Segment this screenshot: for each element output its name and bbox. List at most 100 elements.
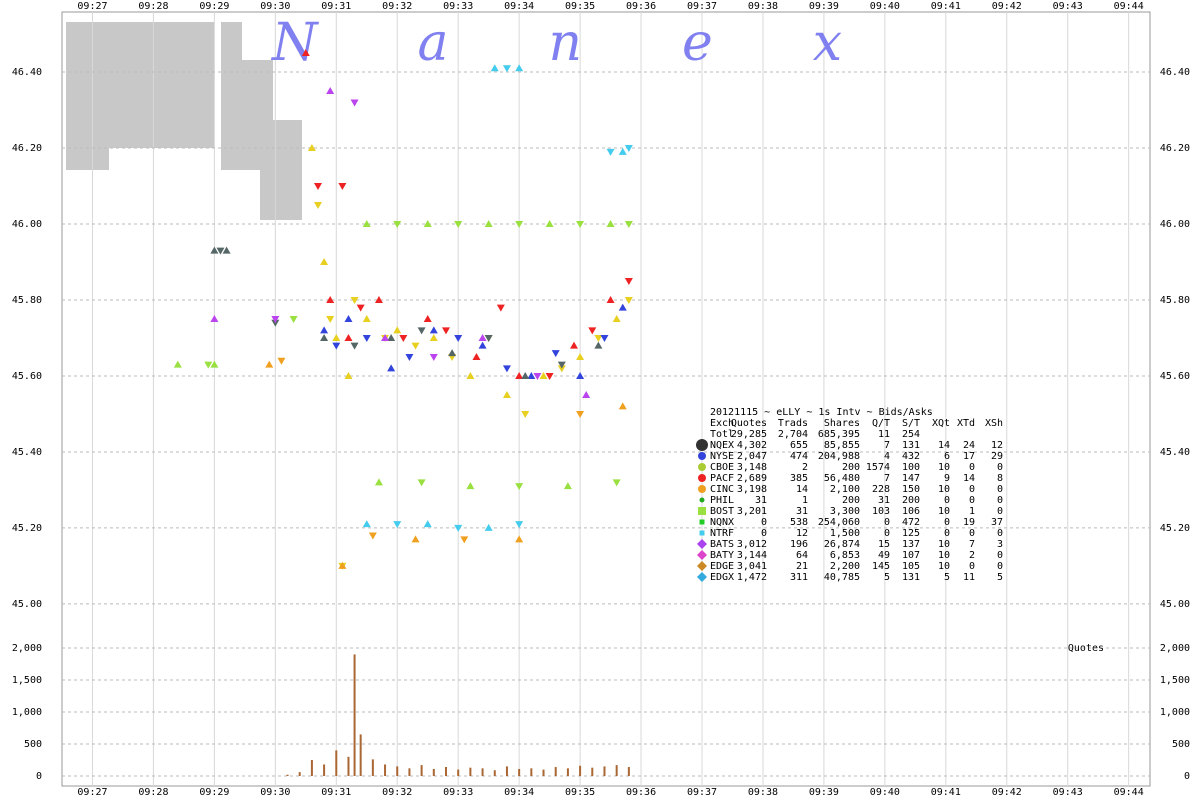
y-tick-label: 46.20 bbox=[12, 143, 42, 154]
table-cell: 106 bbox=[902, 506, 920, 517]
y-tick-label-right: 45.00 bbox=[1160, 599, 1190, 610]
table-cell: 40,785 bbox=[824, 572, 860, 583]
quote-bar bbox=[371, 759, 374, 776]
table-cell: 254,060 bbox=[818, 517, 860, 528]
y-tick-label: 1,500 bbox=[12, 675, 42, 686]
table-cell: 145 bbox=[872, 561, 890, 572]
quote-point bbox=[326, 87, 335, 95]
quote-point bbox=[533, 372, 542, 380]
y-tick-label-right: 0 bbox=[1184, 771, 1190, 782]
row-marker bbox=[698, 474, 706, 482]
table-cell: 0 bbox=[944, 495, 950, 506]
y-tick-label: 1,000 bbox=[12, 707, 42, 718]
quote-point bbox=[350, 296, 359, 304]
x-tick-label: 09:28 bbox=[138, 1, 168, 12]
table-cell: 29,285 bbox=[731, 429, 767, 440]
quote-point bbox=[362, 220, 371, 228]
column-header: XTd bbox=[957, 418, 975, 429]
quote-bar bbox=[566, 768, 569, 776]
table-cell: 5 bbox=[944, 572, 950, 583]
quote-point bbox=[314, 202, 322, 210]
y-tick-label-right: 500 bbox=[1172, 739, 1190, 750]
x-tick-label: 09:39 bbox=[809, 787, 839, 798]
table-cell: 26,874 bbox=[824, 539, 860, 550]
quote-point bbox=[448, 349, 457, 357]
row-marker bbox=[697, 561, 707, 571]
quote-point bbox=[362, 314, 371, 322]
quote-bar bbox=[432, 768, 435, 776]
table-cell: 0 bbox=[997, 561, 1003, 572]
table-cell: 137 bbox=[902, 539, 920, 550]
table-cell: 474 bbox=[790, 451, 808, 462]
quote-point bbox=[338, 561, 347, 569]
column-header: Shares bbox=[824, 418, 860, 429]
table-cell: 1,472 bbox=[737, 572, 767, 583]
y-tick-label: 46.40 bbox=[12, 67, 42, 78]
quote-point bbox=[374, 295, 383, 303]
quote-point bbox=[344, 371, 353, 379]
table-cell: 0 bbox=[761, 517, 767, 528]
table-cell: 2 bbox=[802, 462, 808, 473]
table-cell: 31 bbox=[796, 506, 808, 517]
table-cell: 0 bbox=[969, 484, 975, 495]
quote-point bbox=[521, 410, 530, 418]
quote-point bbox=[484, 334, 493, 342]
table-cell: 0 bbox=[997, 506, 1003, 517]
quote-point bbox=[545, 220, 554, 228]
quote-point bbox=[362, 334, 371, 342]
quote-point bbox=[423, 220, 432, 228]
quote-point bbox=[210, 246, 219, 254]
x-tick-label: 09:41 bbox=[931, 787, 961, 798]
y-tick-label-right: 46.20 bbox=[1160, 143, 1190, 154]
quote-point bbox=[466, 482, 475, 490]
x-tick-label: 09:35 bbox=[565, 1, 595, 12]
quote-point bbox=[545, 372, 554, 380]
table-cell: 3,041 bbox=[737, 561, 767, 572]
table-cell: BOST bbox=[710, 506, 734, 517]
table-cell: 311 bbox=[790, 572, 808, 583]
quote-point bbox=[624, 296, 633, 304]
table-cell: 1574 bbox=[866, 462, 890, 473]
table-cell: 131 bbox=[902, 572, 920, 583]
marks: Quotes bbox=[173, 49, 1104, 776]
table-cell: NTRF bbox=[710, 528, 734, 539]
quote-bar bbox=[469, 767, 472, 776]
table-cell: 4 bbox=[884, 451, 890, 462]
quote-point bbox=[429, 326, 438, 334]
quote-point bbox=[472, 352, 481, 360]
gray-blocks bbox=[66, 22, 302, 220]
quote-point bbox=[320, 333, 329, 341]
quote-point bbox=[350, 99, 359, 107]
quote-bar bbox=[603, 766, 606, 776]
quote-point bbox=[502, 65, 511, 73]
table-cell: 6,853 bbox=[830, 550, 860, 561]
quote-point bbox=[563, 482, 572, 490]
table-cell: 228 bbox=[872, 484, 890, 495]
table-cell: 2,704 bbox=[778, 429, 808, 440]
table-cell: PACF bbox=[710, 473, 734, 484]
block bbox=[221, 22, 242, 170]
quote-point bbox=[411, 535, 420, 543]
quote-point bbox=[570, 341, 578, 349]
x-tick-label: 09:35 bbox=[565, 787, 595, 798]
quote-bar bbox=[554, 767, 557, 776]
quote-point bbox=[490, 64, 499, 72]
grid: 09:27 09:28 09:29 09:30 09:31 09:32 09:33 09:34… bbox=[12, 1, 1190, 798]
block bbox=[66, 148, 109, 170]
table-cell: 0 bbox=[997, 495, 1003, 506]
quote-point bbox=[368, 532, 377, 540]
x-tick-label: 09:38 bbox=[748, 1, 778, 12]
table-cell: 31 bbox=[755, 495, 767, 506]
x-tick-label: 09:28 bbox=[138, 787, 168, 798]
quote-point bbox=[350, 342, 359, 350]
quote-point bbox=[442, 327, 450, 335]
table-cell: 196 bbox=[790, 539, 808, 550]
y-tick-label: 45.20 bbox=[12, 523, 42, 534]
quote-point bbox=[454, 334, 463, 342]
quote-bar bbox=[335, 750, 338, 776]
x-tick-label: 09:32 bbox=[382, 1, 412, 12]
column-header: Exch bbox=[710, 418, 734, 429]
y-tick-label: 0 bbox=[36, 771, 42, 782]
table-cell: 0 bbox=[969, 462, 975, 473]
